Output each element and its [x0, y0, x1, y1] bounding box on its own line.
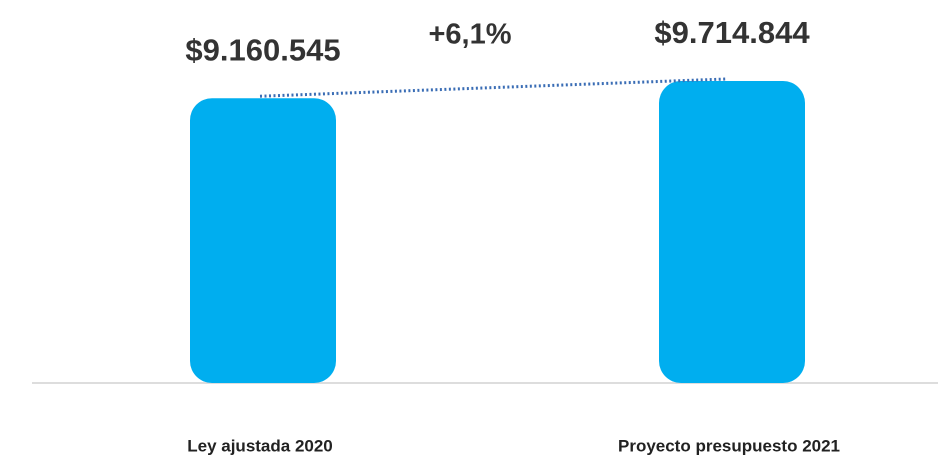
x-tick-label: Ley ajustada 2020	[187, 436, 333, 455]
value-label: $9.714.844	[654, 15, 810, 50]
bar	[190, 98, 336, 383]
value-label: $9.160.545	[185, 32, 340, 67]
connector	[259, 77, 727, 98]
annotation: +6,1%	[428, 19, 511, 51]
x-tick-label: Proyecto presupuesto 2021	[618, 436, 840, 455]
bar	[659, 81, 805, 383]
